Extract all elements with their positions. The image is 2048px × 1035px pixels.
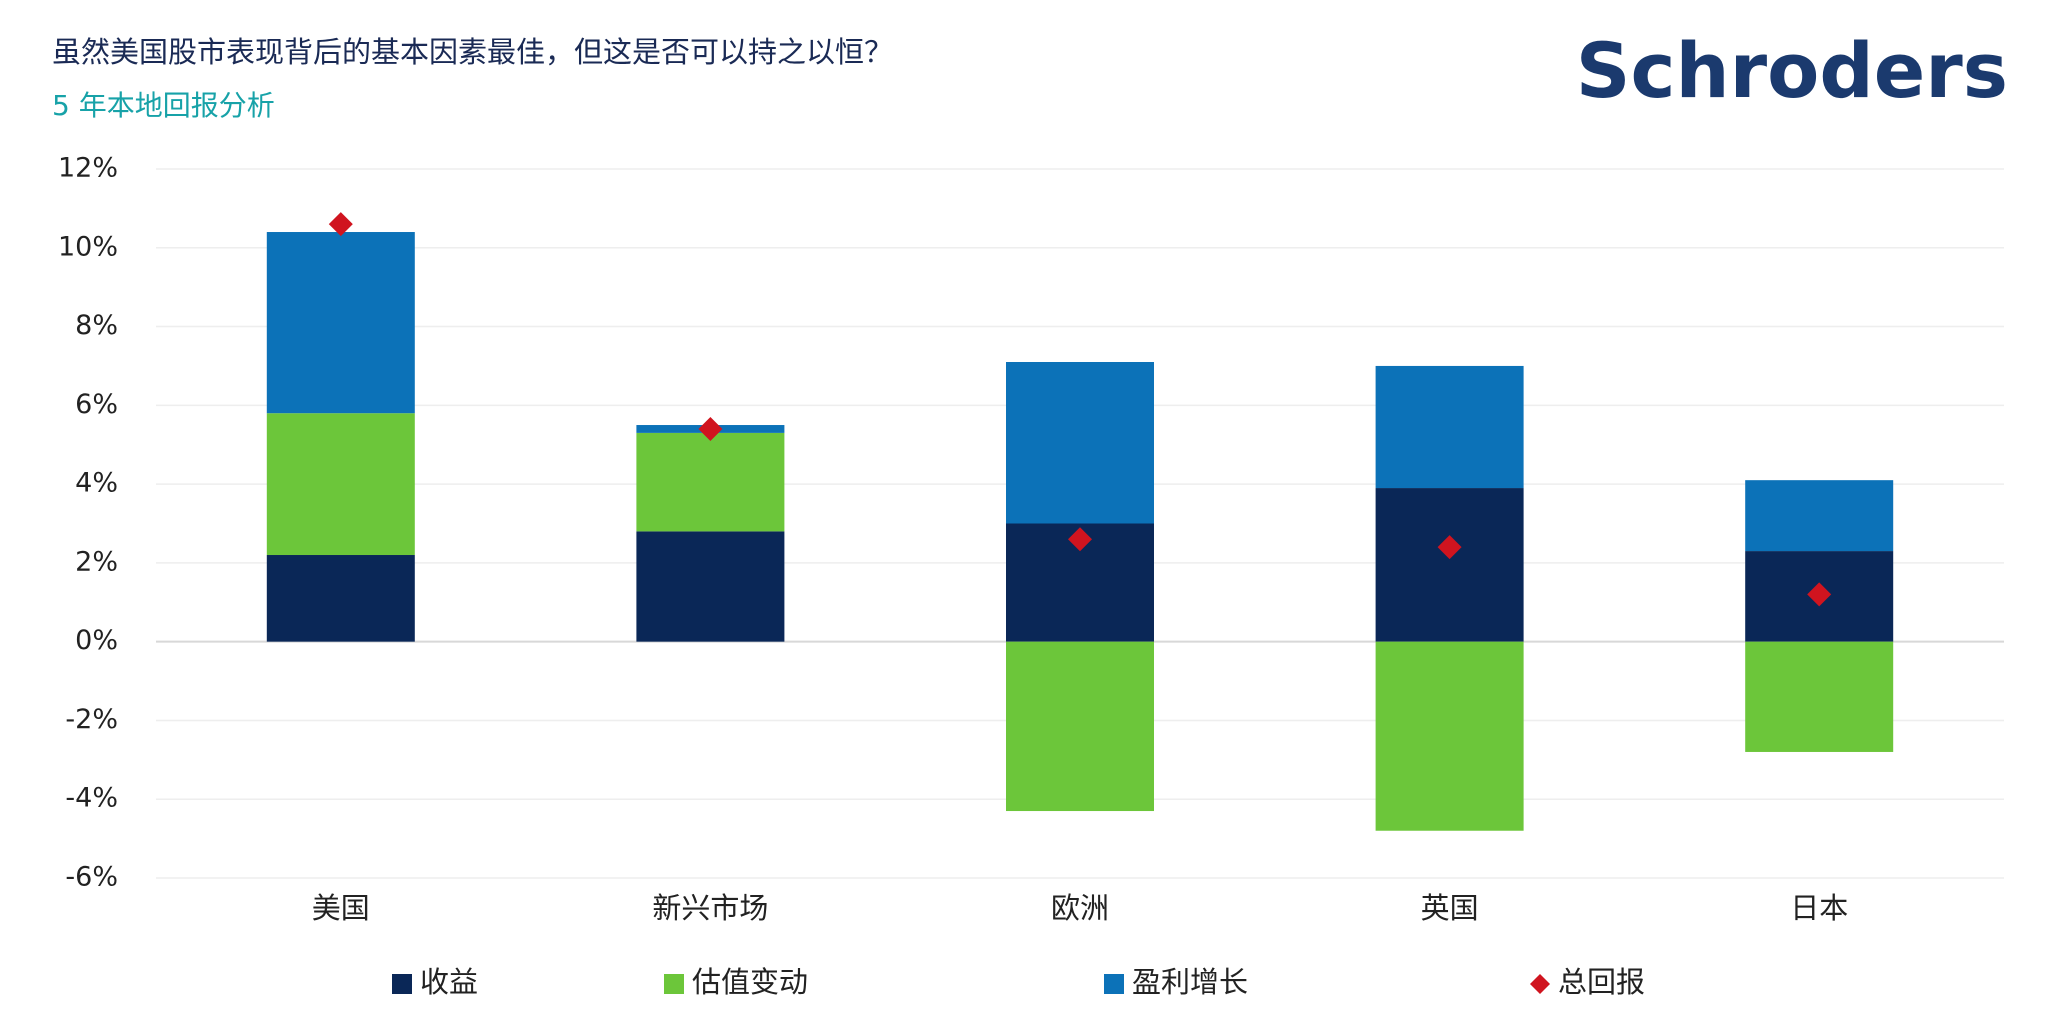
bar-segment bbox=[636, 531, 785, 642]
legend-swatch bbox=[664, 974, 684, 994]
bar-segment bbox=[1745, 641, 1894, 752]
chart-subtitle: 5 年本地回报分析 bbox=[52, 89, 275, 122]
total-marker bbox=[1807, 582, 1832, 607]
bar-segment bbox=[266, 413, 415, 556]
bar-segment bbox=[1375, 365, 1524, 489]
x-tick-label: 英国 bbox=[1421, 891, 1479, 925]
y-tick-label: 0% bbox=[75, 625, 118, 656]
y-tick-label: 12% bbox=[58, 153, 118, 184]
chart-title: 虽然美国股市表现背后的基本因素最佳，但这是否可以持之以恒？ bbox=[52, 35, 893, 69]
total-marker bbox=[1068, 527, 1092, 552]
legend-label: 收益 bbox=[420, 965, 478, 999]
x-tick-label: 美国 bbox=[312, 891, 370, 925]
logo: Schroders bbox=[1576, 26, 2008, 115]
bar-segment bbox=[1375, 641, 1524, 831]
y-tick-label: 6% bbox=[75, 389, 118, 420]
total-marker bbox=[1437, 535, 1462, 560]
y-tick-label: 10% bbox=[58, 231, 118, 262]
bar-segment bbox=[1006, 362, 1154, 524]
legend-label: 总回报 bbox=[1558, 965, 1645, 999]
y-tick-label: -4% bbox=[65, 783, 118, 814]
x-tick-label: 欧洲 bbox=[1051, 891, 1109, 925]
bar-segment bbox=[636, 432, 785, 532]
y-tick-label: 8% bbox=[75, 310, 118, 341]
legend-label: 盈利增长 bbox=[1132, 965, 1248, 999]
legend-swatch bbox=[392, 974, 412, 994]
y-tick-label: 2% bbox=[75, 546, 118, 577]
bar-segment bbox=[266, 232, 415, 414]
bar-segment bbox=[266, 555, 415, 642]
x-tick-label: 日本 bbox=[1790, 891, 1848, 925]
total-marker bbox=[328, 212, 353, 237]
x-tick-label: 新兴市场 bbox=[652, 891, 768, 925]
y-tick-label: -6% bbox=[65, 862, 118, 893]
y-tick-label: 4% bbox=[75, 468, 118, 499]
legend-swatch bbox=[1530, 974, 1550, 994]
legend-label: 估值变动 bbox=[692, 965, 808, 999]
bar-segment bbox=[1006, 641, 1154, 812]
y-tick-label: -2% bbox=[65, 704, 118, 735]
bar-segment bbox=[1375, 488, 1524, 642]
bar-segment bbox=[1745, 480, 1894, 552]
legend-swatch bbox=[1104, 974, 1124, 994]
total-marker bbox=[698, 416, 723, 441]
